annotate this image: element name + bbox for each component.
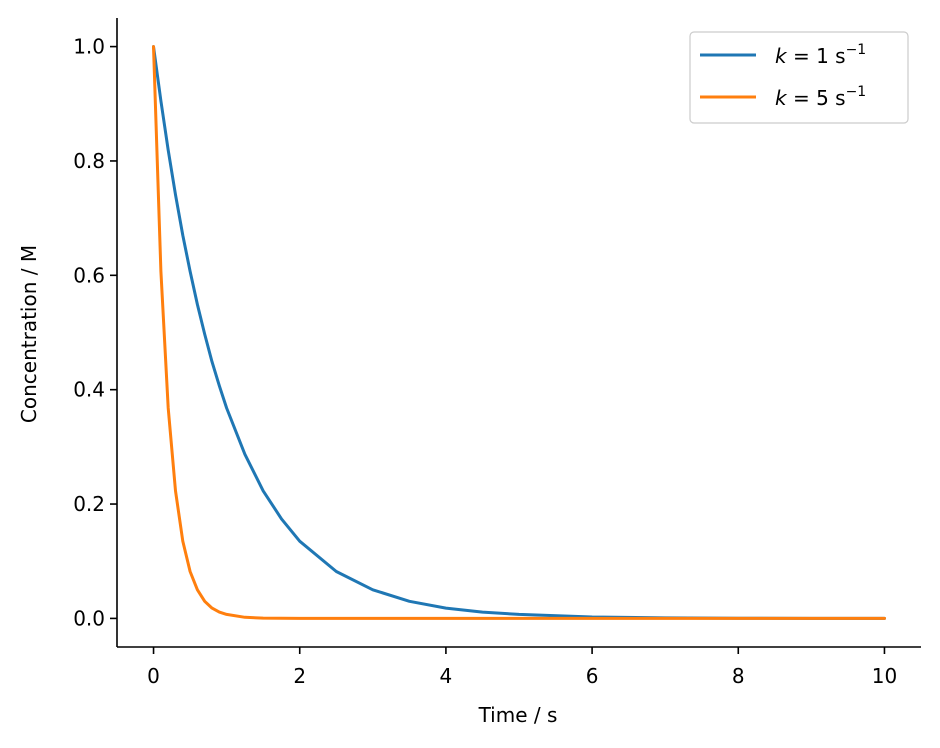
x-tick-label: 10 — [872, 664, 897, 688]
x-tick-label: 0 — [147, 664, 160, 688]
series-line-1 — [152, 45, 886, 620]
legend: k = 1 s−1 k = 5 s−1 — [689, 31, 909, 124]
x-tick-label: 6 — [586, 664, 599, 688]
y-tick-label: 0.6 — [73, 263, 105, 287]
y-tick-label: 0.2 — [73, 492, 105, 516]
x-tick-label: 4 — [440, 664, 453, 688]
y-ticks: 0.0 0.2 0.4 0.6 0.8 1.0 — [73, 35, 117, 630]
x-ticks: 0 2 4 6 8 10 — [147, 647, 897, 688]
y-tick-label: 0.4 — [73, 378, 105, 402]
legend-label-1: k = 1 s−1 — [775, 42, 866, 68]
series-lines — [152, 45, 886, 620]
legend-label-2: k = 5 s−1 — [775, 84, 866, 110]
y-tick-label: 0.8 — [73, 149, 105, 173]
x-axis-label: Time / s — [478, 703, 558, 727]
x-tick-label: 8 — [732, 664, 745, 688]
axes — [116, 18, 921, 648]
y-axis-label: Concentration / M — [17, 245, 41, 423]
series-line-2 — [152, 45, 886, 620]
x-tick-label: 2 — [293, 664, 306, 688]
y-tick-label: 1.0 — [73, 35, 105, 59]
y-tick-label: 0.0 — [73, 606, 105, 630]
